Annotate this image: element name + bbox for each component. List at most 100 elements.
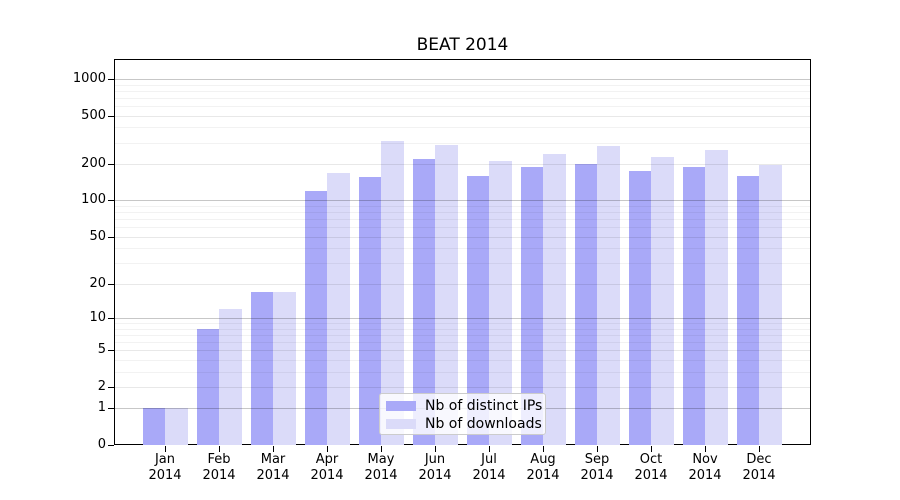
x-axis-tick-label: Sep 2014 (580, 452, 614, 483)
gridline-minor (115, 248, 810, 250)
y-tick-mark (108, 78, 114, 80)
gridline-minor (115, 84, 810, 86)
y-axis-tick-label: 1 (97, 400, 106, 416)
bar-downloads-apr (327, 172, 350, 445)
bar-downloads-sep (597, 146, 620, 445)
gridline-mid (115, 236, 810, 238)
bar-downloads-aug (543, 154, 566, 445)
x-tick-mark (651, 446, 652, 452)
y-axis-tick-label: 1000 (72, 70, 106, 86)
x-tick-mark (165, 446, 166, 452)
y-tick-mark (108, 236, 114, 238)
bar-ips-mar (250, 291, 273, 445)
y-tick-mark (108, 200, 114, 202)
bar-downloads-feb (219, 309, 242, 445)
gridline-mid (115, 350, 810, 352)
gridline-minor (115, 227, 810, 229)
x-axis-tick-label: Nov 2014 (688, 452, 722, 483)
legend-swatch-ips-icon (386, 401, 416, 411)
legend: Nb of distinct IPs Nb of downloads (379, 393, 546, 435)
bar-downloads-jul (489, 161, 512, 445)
gridline-major (115, 317, 810, 319)
gridline-minor (115, 359, 810, 361)
x-tick-mark (435, 446, 436, 452)
gridline-minor (115, 334, 810, 336)
y-axis-tick-label: 10 (89, 309, 106, 325)
legend-label-distinct-ips: Nb of distinct IPs (425, 398, 543, 414)
gridline-minor (115, 371, 810, 373)
x-tick-mark (327, 446, 328, 452)
bar-ips-jul (466, 175, 489, 445)
gridline-minor (115, 323, 810, 324)
x-tick-mark (381, 446, 382, 452)
legend-item-distinct-ips: Nb of distinct IPs (386, 397, 545, 415)
y-tick-mark (108, 386, 114, 388)
y-tick-mark (108, 445, 114, 446)
gridline-mid (115, 115, 810, 117)
y-tick-mark (108, 317, 114, 319)
gridline-minor (115, 105, 810, 107)
y-axis-tick-label: 5 (97, 342, 106, 358)
x-axis-tick-label: Apr 2014 (310, 452, 344, 483)
bar-ips-may (358, 177, 381, 445)
bar-downloads-nov (705, 150, 728, 445)
x-tick-mark (597, 446, 598, 452)
y-axis-tick-label: 0 (97, 437, 106, 452)
gridline-minor (115, 127, 810, 129)
x-tick-mark (759, 446, 760, 452)
y-tick-mark (108, 408, 114, 410)
gridline-minor (115, 263, 810, 265)
legend-label-downloads: Nb of downloads (425, 416, 542, 432)
bar-downloads-jun (435, 145, 458, 445)
legend-swatch-downloads-icon (386, 419, 416, 429)
y-axis-tick-label: 2 (97, 378, 106, 394)
gridline-minor (115, 205, 810, 207)
plot-area (114, 59, 811, 445)
bar-downloads-jan (165, 408, 188, 445)
gridline-minor (115, 97, 810, 99)
bar-ips-nov (682, 166, 705, 445)
y-tick-mark (108, 164, 114, 165)
x-tick-mark (273, 446, 274, 452)
x-axis-tick-label: Oct 2014 (634, 452, 668, 483)
x-axis-tick-label: Jun 2014 (418, 452, 452, 483)
gridline-minor (115, 219, 810, 221)
y-tick-mark (108, 350, 114, 352)
gridline-mid (115, 283, 810, 285)
bar-ips-aug (520, 166, 543, 445)
x-axis-tick-label: Jul 2014 (472, 452, 506, 483)
y-axis-tick-label: 200 (81, 156, 106, 171)
x-axis-tick-label: Jan 2014 (148, 452, 182, 483)
y-tick-mark (108, 283, 114, 285)
x-tick-mark (705, 446, 706, 452)
y-tick-mark (108, 115, 114, 117)
gridline-minor (115, 341, 810, 343)
bar-ips-oct (628, 171, 651, 445)
bar-ips-sep (574, 164, 597, 445)
y-axis-tick-label: 20 (89, 275, 106, 291)
bar-ips-apr (304, 190, 327, 445)
bar-ips-dec (736, 176, 759, 445)
gridline-minor (115, 90, 810, 92)
x-axis-tick-label: Feb 2014 (202, 452, 236, 483)
x-axis-tick-label: Mar 2014 (256, 452, 290, 483)
gridline-minor (115, 212, 810, 214)
x-tick-mark (219, 446, 220, 452)
gridline-major (115, 200, 810, 202)
gridline-mid (115, 164, 810, 165)
legend-item-downloads: Nb of downloads (386, 415, 545, 433)
bar-ips-feb (196, 328, 219, 445)
gridline-minor (115, 142, 810, 144)
bar-downloads-mar (273, 291, 296, 445)
gridline-mid (115, 386, 810, 388)
x-axis-tick-label: May 2014 (364, 452, 398, 483)
x-tick-mark (543, 446, 544, 452)
gridline-minor (115, 328, 810, 330)
x-axis-tick-label: Aug 2014 (526, 452, 560, 483)
bar-downloads-dec (759, 165, 782, 445)
bar-ips-jun (412, 158, 435, 445)
x-tick-mark (489, 446, 490, 452)
chart-title: BEAT 2014 (416, 35, 509, 55)
y-axis-tick-label: 100 (81, 192, 106, 208)
